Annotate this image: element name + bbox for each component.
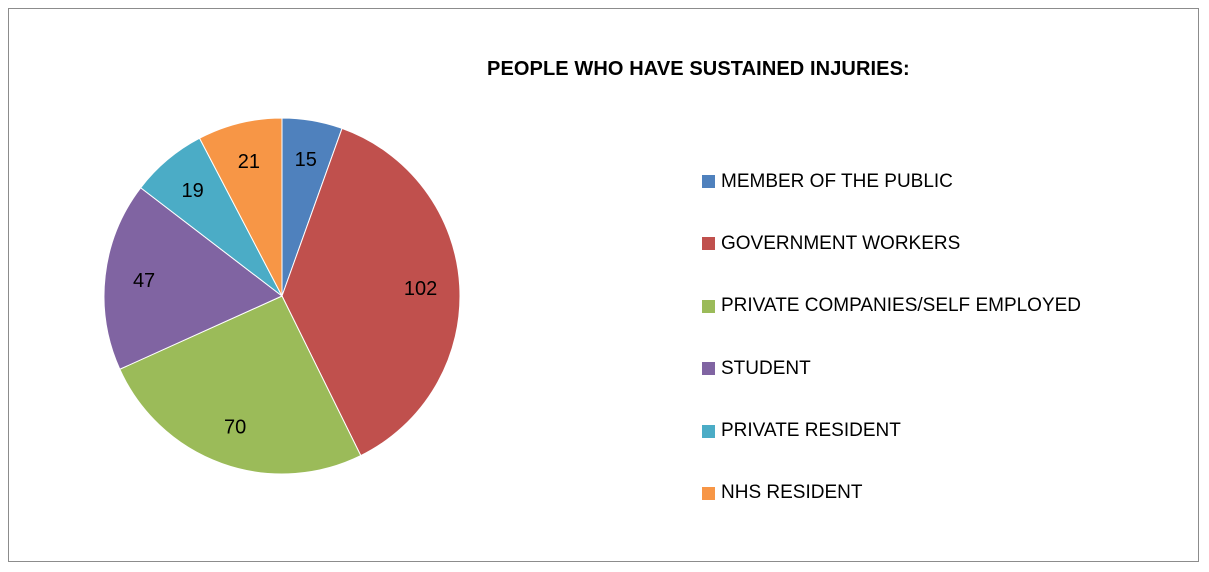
legend-label: STUDENT [721, 357, 811, 379]
pie-slice [119, 295, 362, 475]
legend-swatch [702, 362, 715, 376]
chart-title: PEOPLE WHO HAVE SUSTAINED INJURIES: [487, 58, 910, 80]
legend-item: PRIVATE RESIDENT [702, 416, 1081, 447]
pie-slice [103, 187, 283, 370]
legend-item: STUDENT [702, 353, 1081, 384]
legend-swatch [702, 486, 715, 500]
legend-item: PRIVATE COMPANIES/SELF EMPLOYED [702, 291, 1081, 322]
legend-item: MEMBER OF THE PUBLIC [702, 166, 1081, 197]
legend-label: PRIVATE COMPANIES/SELF EMPLOYED [721, 295, 1082, 317]
legend-label: GOVERNMENT WORKERS [721, 232, 961, 254]
legend-label: NHS RESIDENT [721, 482, 863, 504]
pie-slice [281, 127, 461, 457]
data-label: 19 [181, 180, 203, 202]
legend-swatch [702, 424, 715, 438]
data-label: 102 [404, 278, 437, 300]
pie-slice [198, 117, 283, 297]
legend-label: PRIVATE RESIDENT [721, 420, 901, 442]
legend-item: NHS RESIDENT [702, 478, 1081, 509]
data-label: 70 [224, 417, 246, 439]
data-label: 21 [238, 151, 260, 173]
data-label: 47 [133, 270, 155, 292]
legend-swatch [702, 237, 715, 251]
legend-swatch [702, 299, 715, 313]
legend-label: MEMBER OF THE PUBLIC [721, 170, 953, 192]
legend: MEMBER OF THE PUBLIC GOVERNMENT WORKERS … [702, 166, 1081, 540]
data-label: 15 [295, 149, 317, 171]
legend-swatch [702, 175, 715, 188]
legend-item: GOVERNMENT WORKERS [702, 228, 1081, 259]
